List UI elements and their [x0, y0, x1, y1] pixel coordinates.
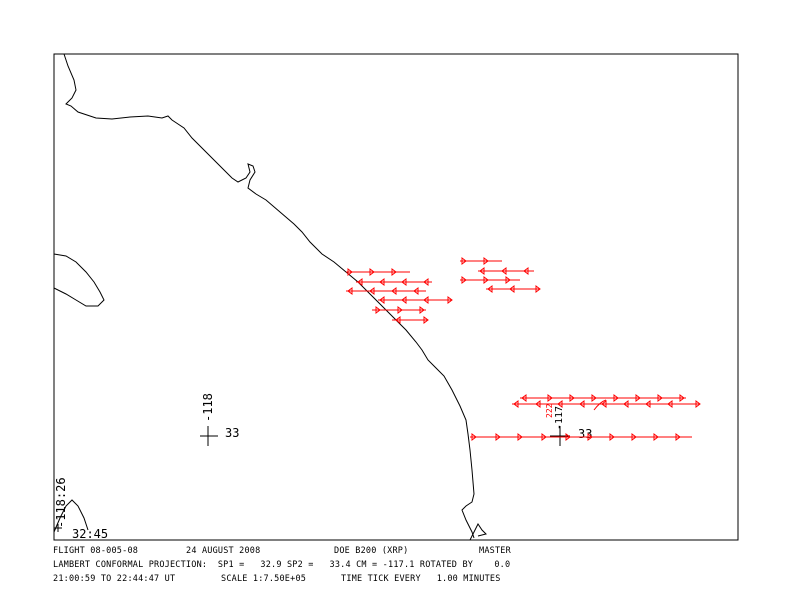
time-range: 21:00:59 TO 22:44:47 UT	[53, 574, 176, 584]
corner-tick	[54, 524, 62, 532]
scale-label: SCALE 1:7.50E+05	[221, 574, 307, 584]
flight-tracks	[346, 260, 700, 438]
map-frame	[53, 53, 739, 541]
flight-id: FLIGHT 08-005-08	[53, 546, 139, 556]
footer-line-2: LAMBERT CONFORMAL PROJECTION: SP1 = 32.9…	[53, 560, 510, 580]
corner-lat-label: 32:45	[72, 527, 108, 541]
flight-date: 24 AUGUST 2008	[186, 546, 261, 556]
island-fragment	[53, 499, 89, 533]
island-outline	[53, 253, 105, 307]
lon-tick-label: -118	[201, 393, 215, 422]
corner-lon-label: -118:26	[54, 477, 68, 528]
coastline	[63, 53, 475, 539]
coastline-tip	[469, 523, 487, 541]
graticule-cross-left	[200, 426, 218, 446]
aircraft-id: DOE B200 (XRP)	[334, 546, 409, 556]
graticule-cross-right	[550, 426, 570, 446]
time-ticks	[347, 257, 701, 441]
footer-line-3: 21:00:59 TO 22:44:47 UT SCALE 1:7.50E+05…	[53, 574, 500, 614]
lon-tick-label-right: -117	[554, 406, 565, 430]
lat-tick-label-left: 33	[225, 426, 239, 440]
projection-info: LAMBERT CONFORMAL PROJECTION: SP1 = 32.9…	[53, 560, 511, 570]
footer-line-1: FLIGHT 08-005-08 24 AUGUST 2008 DOE B200…	[53, 546, 511, 596]
mode-label: MASTER	[479, 546, 511, 556]
track-annotation: 222	[545, 403, 554, 418]
time-tick-label: TIME TICK EVERY 1.00 MINUTES	[341, 574, 501, 584]
